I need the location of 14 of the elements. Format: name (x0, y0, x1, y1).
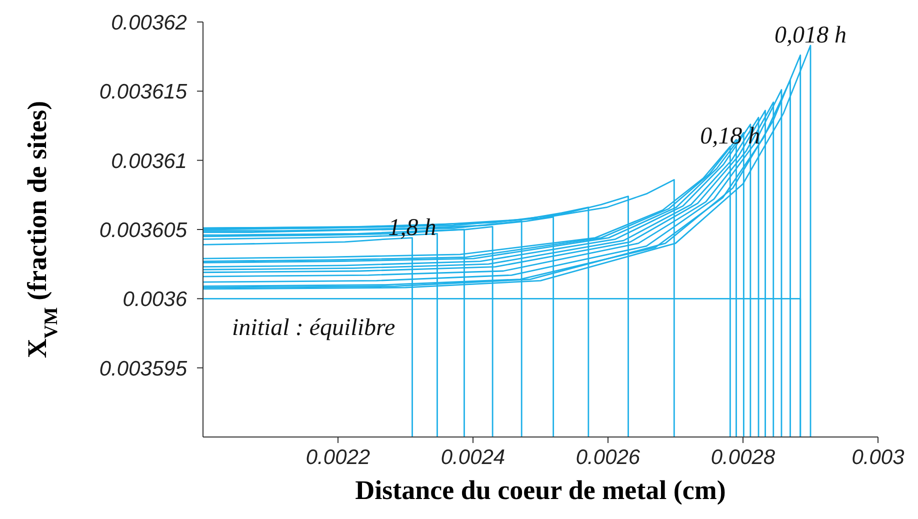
y-tick-label: 0.003615 (99, 80, 188, 104)
y-tick-label: 0.003605 (99, 218, 188, 242)
x-tick-label: 0.0024 (440, 446, 506, 469)
annotation: initial : équilibre (232, 315, 396, 342)
x-axis-title: Distance du coeur de metal (cm) (355, 475, 726, 505)
x-tick-label: 0.0022 (306, 446, 370, 469)
y-tick-label: 0.0036 (122, 288, 188, 312)
annotation: 0,018 h (774, 22, 846, 49)
x-tick-label: 0.0028 (710, 446, 776, 469)
x-tick-label: 0.003 (852, 446, 905, 469)
y-tick-label: 0.00361 (111, 150, 187, 173)
x-tick-label: 0.0026 (576, 446, 640, 469)
y-tick-label: 0.003595 (99, 357, 188, 380)
y-tick-label: 0.00362 (111, 11, 188, 34)
